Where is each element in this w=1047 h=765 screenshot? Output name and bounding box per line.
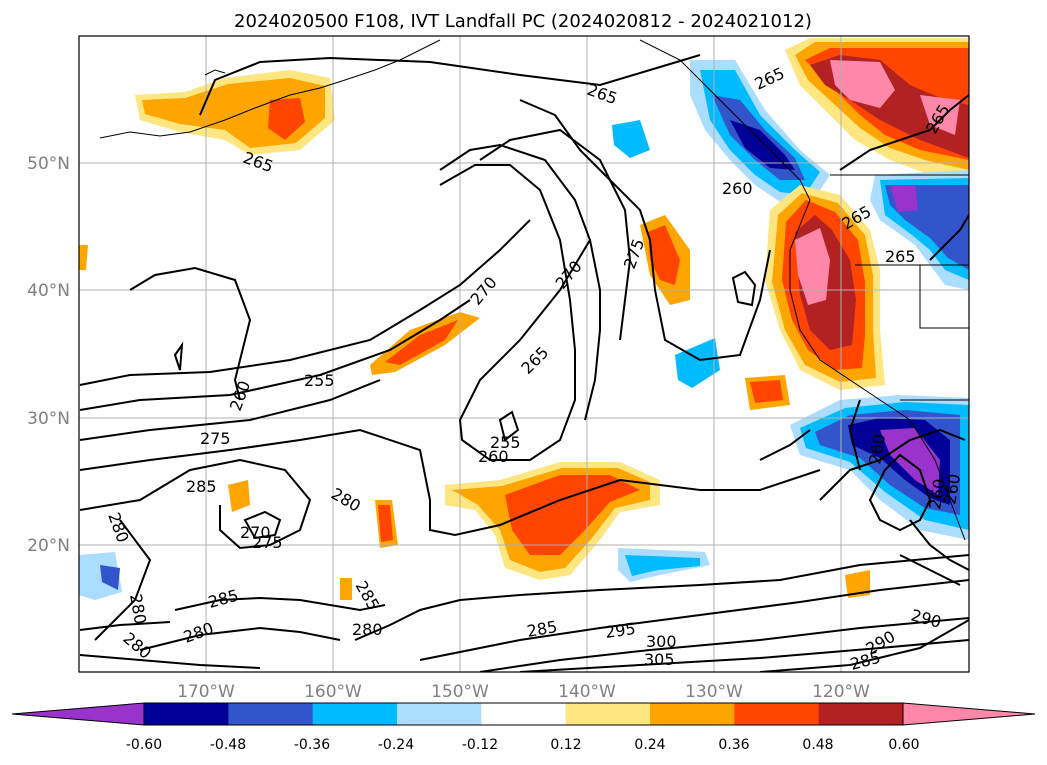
contour-label: 275 [252, 533, 283, 552]
colorbar-segment [144, 703, 229, 725]
latitude-labels: 50°N 40°N 30°N 20°N [27, 154, 70, 556]
lon-label: 160°W [304, 682, 362, 702]
lon-label: 130°W [685, 682, 743, 702]
lat-label: 50°N [27, 154, 70, 174]
contour-label: 305 [644, 650, 675, 669]
colorbar-segment [818, 703, 904, 725]
lon-label: 120°W [812, 682, 870, 702]
colorbar-extend-low [11, 702, 145, 726]
lon-label: 140°W [558, 682, 616, 702]
colorbar-tick-label: -0.24 [378, 737, 414, 753]
colorbar-segment [650, 703, 735, 725]
contour-label: 300 [646, 632, 677, 651]
colorbar-segment [312, 703, 398, 725]
colorbar-segment [397, 703, 482, 725]
lat-label: 40°N [27, 281, 70, 301]
lat-label: 20°N [27, 536, 70, 556]
contour-label: 255 [490, 433, 521, 452]
colorbar-tick-label: 0.36 [718, 737, 749, 753]
colorbar-segment [734, 703, 820, 725]
figure-title: 2024020500 F108, IVT Landfall PC (202402… [234, 11, 812, 32]
colorbar-frame [143, 702, 904, 726]
longitude-labels: 170°W 160°W 150°W 140°W 130°W 120°W [177, 682, 870, 702]
map-gridlines [79, 36, 969, 672]
colorbar-tick-label: 0.12 [550, 737, 581, 753]
lon-label: 150°W [431, 682, 489, 702]
contour-label: 275 [200, 429, 231, 448]
ivt-contours [79, 54, 969, 672]
contour-label: 255 [304, 371, 335, 390]
colorbar [11, 702, 1036, 726]
colorbar-tick-label: 0.24 [634, 737, 665, 753]
colorbar-tick-label: -0.60 [126, 737, 162, 753]
map-panel: 265 265 260 265 265 265 265 270 270 275 … [79, 36, 969, 672]
colorbar-segment [565, 703, 651, 725]
ivt-shading [79, 38, 969, 600]
contour-label: 295 [604, 619, 637, 642]
colorbar-tick-labels: -0.60 -0.48 -0.36 -0.24 -0.12 0.12 0.24 … [126, 737, 920, 753]
colorbar-tick-label: 0.48 [802, 737, 833, 753]
contour-label: 285 [186, 477, 217, 496]
contour-label: 265 [885, 247, 916, 266]
colorbar-tick-label: 0.60 [888, 737, 919, 753]
colorbar-extend-high [902, 702, 1036, 726]
colorbar-tick-label: -0.48 [210, 737, 246, 753]
contour-label: 280 [352, 620, 383, 639]
contour-label: 270 [240, 523, 271, 542]
colorbar-segment [228, 703, 314, 725]
map-frame [78, 35, 970, 673]
colorbar-tick-label: -0.36 [294, 737, 330, 753]
lon-label: 170°W [177, 682, 235, 702]
contour-label: 260 [722, 179, 753, 198]
colorbar-segment [481, 703, 567, 725]
colorbar-tick-label: -0.12 [462, 737, 498, 753]
contour-label: 260 [478, 447, 509, 466]
lat-label: 30°N [27, 409, 70, 429]
